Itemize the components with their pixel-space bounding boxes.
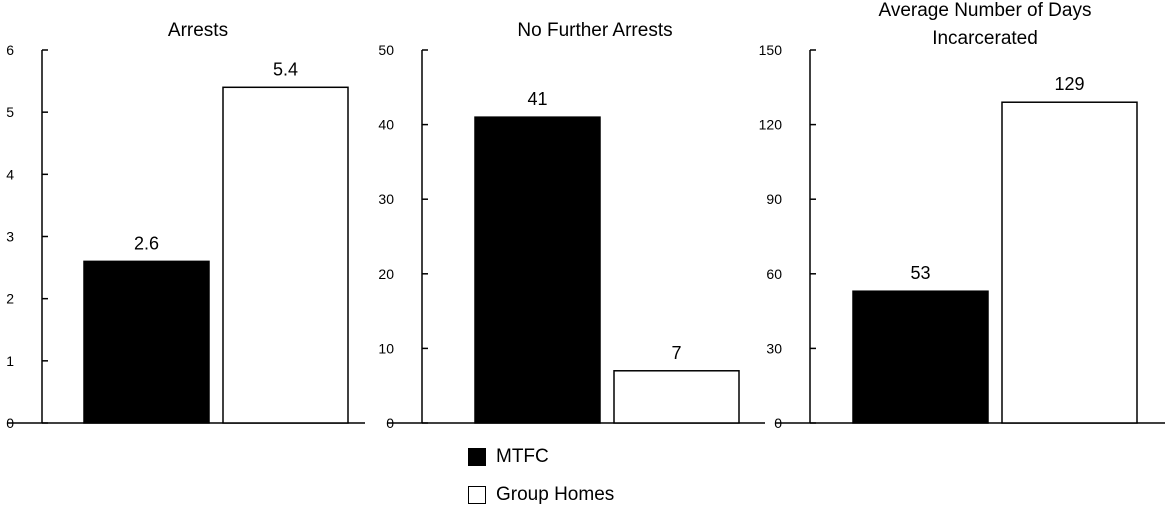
y-tick-label: 20 xyxy=(378,266,394,282)
bar xyxy=(474,116,601,424)
legend-item-group-homes: Group Homes xyxy=(468,484,614,506)
chart-title: Incarcerated xyxy=(932,28,1038,49)
y-tick-label: 90 xyxy=(766,191,782,207)
y-tick-label: 2 xyxy=(6,291,14,307)
bar xyxy=(222,86,349,424)
bar xyxy=(613,370,740,424)
y-tick-label: 60 xyxy=(766,266,782,282)
legend: MTFC Group Homes xyxy=(468,446,614,522)
y-tick-label: 120 xyxy=(759,117,783,133)
data-label: 53 xyxy=(910,263,930,283)
y-tick-label: 10 xyxy=(378,340,394,356)
y-tick-label: 0 xyxy=(6,415,14,431)
charts-canvas: Arrests 0 1 2 3 4 5 6 2.6 5.4 No Further Arrests 0 1… xyxy=(6,0,1165,431)
legend-item-mtfc: MTFC xyxy=(468,446,614,468)
y-tick-label: 50 xyxy=(378,42,394,58)
data-label: 5.4 xyxy=(273,59,298,79)
y-tick-label: 3 xyxy=(6,229,14,245)
legend-swatch-mtfc xyxy=(468,448,486,466)
y-tick-label: 0 xyxy=(386,415,394,431)
legend-label-group-homes: Group Homes xyxy=(496,484,615,505)
bar xyxy=(83,260,210,424)
y-tick-label: 0 xyxy=(774,415,782,431)
y-tick-label: 4 xyxy=(6,166,14,182)
data-label: 129 xyxy=(1054,74,1084,94)
bar xyxy=(1001,101,1138,424)
y-tick-label: 30 xyxy=(766,340,782,356)
chart-title: Average Number of Days xyxy=(879,0,1092,21)
chart-title: No Further Arrests xyxy=(517,20,672,41)
chart-title: Arrests xyxy=(168,20,228,41)
y-tick-label: 6 xyxy=(6,42,14,58)
y-tick-label: 40 xyxy=(378,117,394,133)
bar xyxy=(852,290,989,424)
data-label: 7 xyxy=(671,343,681,363)
y-tick-label: 1 xyxy=(6,353,14,369)
data-label: 41 xyxy=(527,89,547,109)
legend-label-mtfc: MTFC xyxy=(496,446,549,467)
y-tick-label: 5 xyxy=(6,104,14,120)
y-tick-label: 150 xyxy=(759,42,783,58)
data-label: 2.6 xyxy=(134,233,159,253)
y-tick-label: 30 xyxy=(378,191,394,207)
legend-swatch-group-homes xyxy=(468,486,486,504)
